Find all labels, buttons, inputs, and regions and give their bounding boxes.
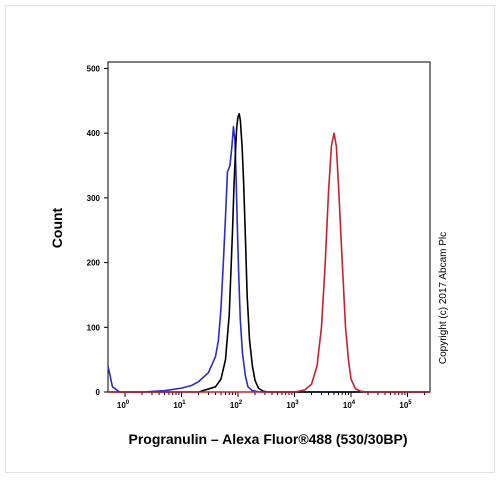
x-tick-base: 10 — [230, 401, 239, 410]
figure-frame — [5, 5, 495, 473]
series-group — [107, 112, 430, 393]
plot-area — [107, 61, 431, 393]
y-axis-ticks: 0 100 200 300 400 500 — [87, 64, 108, 397]
x-axis-label: Progranulin – Alexa Fluor®488 (530/30BP) — [128, 431, 407, 447]
series-line-3 — [108, 132, 430, 393]
x-tick-label: 100 — [117, 400, 130, 410]
y-tick-label: 0 — [96, 388, 101, 397]
x-axis-ticks: 100 101 102 103 104 105 — [117, 392, 426, 410]
series-line-1 — [107, 125, 430, 393]
y-axis-label: Count — [49, 207, 65, 248]
x-tick-exponent: 4 — [352, 400, 356, 406]
x-tick-exponent: 1 — [182, 400, 186, 406]
y-tick-label: 100 — [87, 323, 101, 332]
x-tick-label: 103 — [286, 400, 299, 410]
series-line-2 — [108, 112, 430, 393]
x-tick-label: 101 — [173, 400, 186, 410]
x-tick-base: 10 — [286, 401, 295, 410]
x-tick-label: 105 — [399, 400, 412, 410]
y-tick-label: 200 — [87, 259, 101, 268]
x-tick-base: 10 — [117, 401, 126, 410]
copyright-annotation: Copyright (c) 2017 Abcam Plc — [438, 232, 449, 364]
x-tick-exponent: 3 — [295, 400, 299, 406]
x-tick-label: 104 — [343, 400, 356, 410]
x-tick-exponent: 5 — [408, 400, 412, 406]
x-tick-base: 10 — [399, 401, 408, 410]
y-tick-label: 300 — [87, 194, 101, 203]
x-tick-base: 10 — [173, 401, 182, 410]
x-tick-exponent: 2 — [239, 400, 243, 406]
y-tick-label: 400 — [87, 129, 101, 138]
x-tick-label: 102 — [230, 400, 243, 410]
x-tick-exponent: 0 — [126, 400, 130, 406]
x-tick-base: 10 — [343, 401, 352, 410]
y-tick-label: 500 — [87, 64, 101, 73]
